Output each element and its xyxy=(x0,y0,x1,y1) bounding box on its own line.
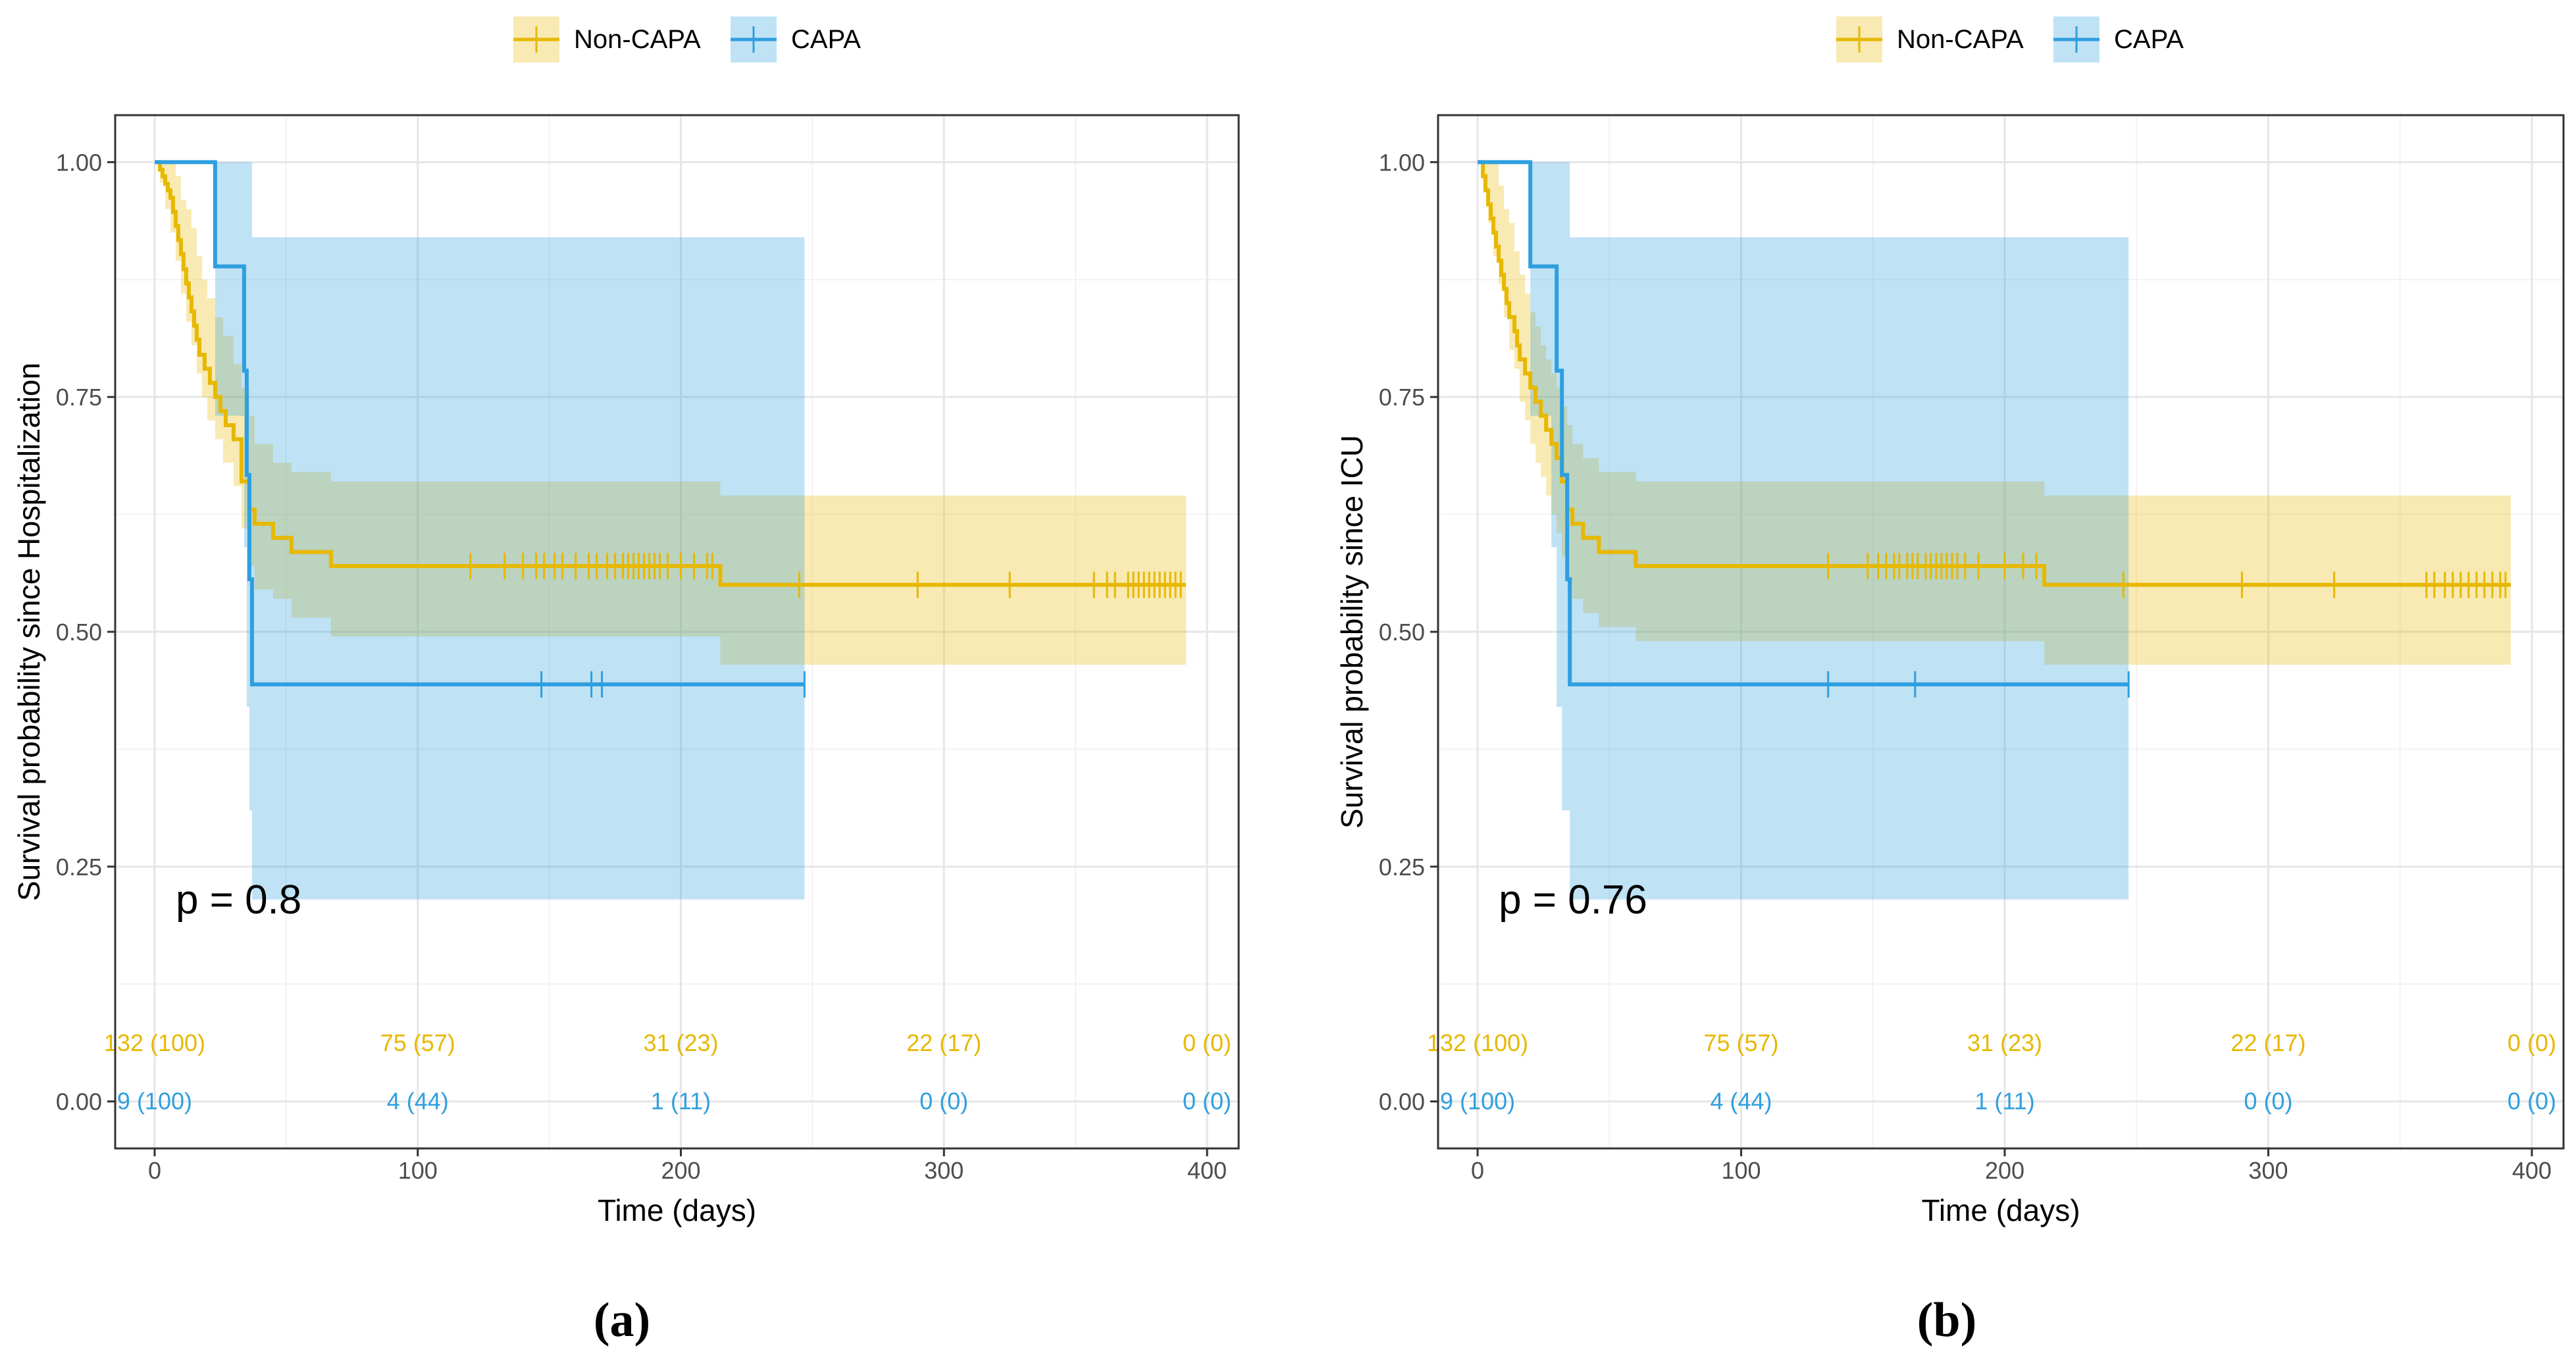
y-tick-label: 0.50 xyxy=(1379,619,1425,646)
risk-count-non-capa: 132 (100) xyxy=(1427,1029,1528,1056)
risk-count-capa: 0 (0) xyxy=(1183,1088,1231,1115)
panel-caption: (b) xyxy=(1917,1293,1976,1347)
risk-count-capa: 4 (44) xyxy=(1711,1088,1772,1115)
y-tick-label: 1.00 xyxy=(56,149,102,176)
x-tick-label: 0 xyxy=(148,1157,161,1184)
x-tick-label: 300 xyxy=(924,1157,964,1184)
y-tick-label: 0.00 xyxy=(56,1089,102,1116)
x-tick-label: 100 xyxy=(1721,1157,1761,1184)
y-tick-label: 0.00 xyxy=(1379,1089,1425,1116)
risk-count-capa: 1 (11) xyxy=(1974,1088,2034,1115)
y-tick-label: 0.25 xyxy=(1379,854,1425,881)
survival-curve-non-capa xyxy=(155,160,1186,587)
panel-a: p = 0.8 132 (100) 75 (57) 31 (23) 22 (17) 0 (… xyxy=(12,16,1240,1347)
panel-b: p = 0.76 132 (100) 75 (57) 31 (23) 22 (17) 0 … xyxy=(1335,16,2565,1347)
x-tick-label: 400 xyxy=(2512,1157,2552,1184)
y-tick-label: 0.50 xyxy=(56,619,102,646)
y-axis-label: Survival probability since Hospitalizati… xyxy=(12,363,46,901)
x-tick-label: 0 xyxy=(1471,1157,1484,1184)
p-value: p = 0.8 xyxy=(176,877,301,923)
grid xyxy=(115,115,1239,1148)
risk-count-non-capa: 0 (0) xyxy=(2508,1029,2556,1056)
y-axis-label: Survival probability since ICU xyxy=(1335,435,1369,829)
legend-label-non-capa: Non-CAPA xyxy=(574,25,701,54)
y-tick-label: 1.00 xyxy=(1379,149,1425,176)
x-axis-label: Time (days) xyxy=(598,1193,756,1227)
x-tick-label: 300 xyxy=(2248,1157,2288,1184)
x-tick-label: 400 xyxy=(1187,1157,1227,1184)
legend: Non-CAPA CAPA xyxy=(1836,16,2184,63)
legend-label-capa: CAPA xyxy=(791,25,861,54)
risk-count-capa: 4 (44) xyxy=(387,1088,449,1115)
survival-curve-non-capa xyxy=(1478,160,2511,587)
risk-count-capa: 1 (11) xyxy=(651,1088,711,1115)
panel-caption: (a) xyxy=(594,1293,650,1347)
risk-count-non-capa: 0 (0) xyxy=(1183,1029,1231,1056)
risk-count-non-capa: 22 (17) xyxy=(2230,1029,2306,1056)
legend: Non-CAPA CAPA xyxy=(513,16,861,63)
risk-count-non-capa: 31 (23) xyxy=(1967,1029,2042,1056)
ci-band-capa xyxy=(1478,162,2129,900)
ci-band-non-capa xyxy=(155,162,1186,665)
x-tick-label: 200 xyxy=(1985,1157,2024,1184)
y-tick-label: 0.25 xyxy=(56,854,102,881)
legend-label-capa: CAPA xyxy=(2114,25,2184,54)
risk-count-non-capa: 75 (57) xyxy=(1703,1029,1778,1056)
risk-count-capa: 0 (0) xyxy=(2508,1088,2556,1115)
risk-count-capa: 9 (100) xyxy=(1440,1088,1515,1115)
survival-curve-capa xyxy=(155,160,805,686)
x-tick-label: 100 xyxy=(398,1157,438,1184)
x-tick-label: 200 xyxy=(661,1157,700,1184)
grid xyxy=(1438,115,2563,1148)
x-axis-label: Time (days) xyxy=(1921,1193,2080,1227)
ci-band-capa xyxy=(155,162,805,900)
risk-count-non-capa: 22 (17) xyxy=(906,1029,981,1056)
survival-curve-capa xyxy=(1478,160,2129,686)
y-tick-label: 0.75 xyxy=(56,384,102,411)
risk-count-capa: 0 (0) xyxy=(919,1088,968,1115)
risk-count-capa: 9 (100) xyxy=(117,1088,192,1115)
risk-count-capa: 0 (0) xyxy=(2244,1088,2292,1115)
risk-count-non-capa: 75 (57) xyxy=(380,1029,455,1056)
legend-label-non-capa: Non-CAPA xyxy=(1897,25,2024,54)
risk-count-non-capa: 132 (100) xyxy=(104,1029,205,1056)
y-tick-label: 0.75 xyxy=(1379,384,1425,411)
risk-count-non-capa: 31 (23) xyxy=(643,1029,718,1056)
p-value: p = 0.76 xyxy=(1499,877,1647,923)
ci-band-non-capa xyxy=(1478,162,2511,665)
